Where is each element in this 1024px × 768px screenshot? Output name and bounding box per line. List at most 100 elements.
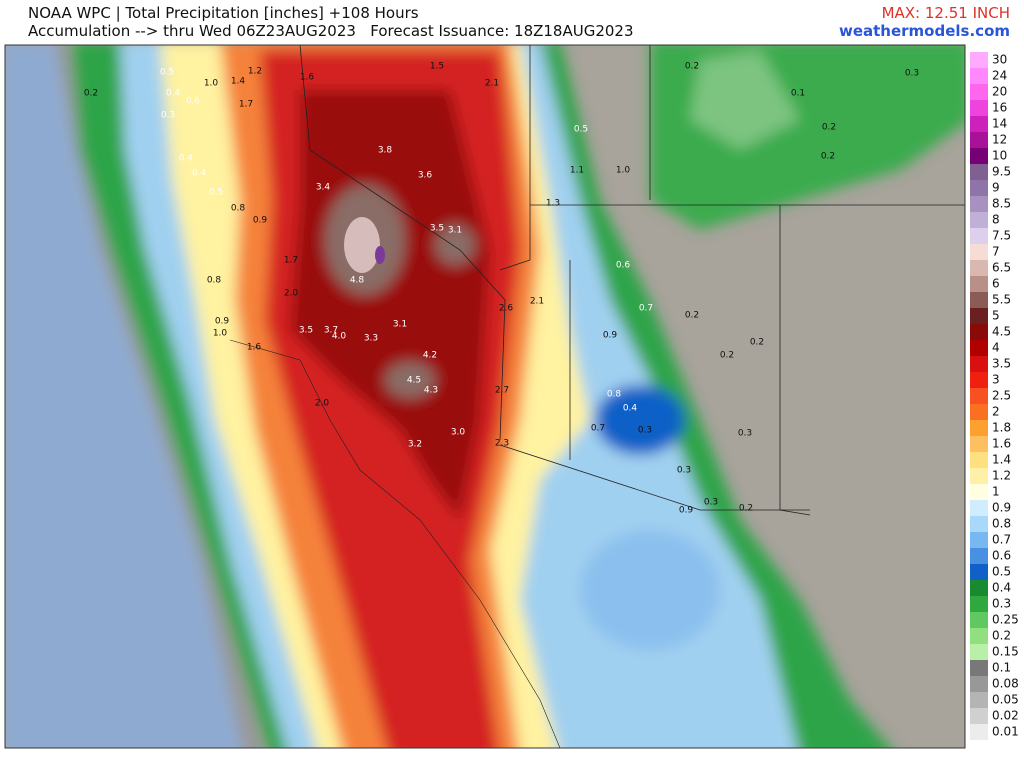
legend-swatch bbox=[970, 100, 988, 116]
legend-label: 0.8 bbox=[992, 517, 1011, 531]
legend-swatch bbox=[970, 452, 988, 468]
legend-label: 20 bbox=[992, 85, 1007, 99]
map-label: 2.1 bbox=[485, 79, 499, 89]
map-label: 1.0 bbox=[204, 79, 219, 89]
legend-label: 2 bbox=[992, 405, 1000, 419]
map-label: 3.4 bbox=[316, 183, 331, 193]
legend-swatch bbox=[970, 548, 988, 564]
legend-swatch bbox=[970, 612, 988, 628]
legend-swatch bbox=[970, 532, 988, 548]
map-label: 1.2 bbox=[248, 67, 262, 77]
map-label: 1.1 bbox=[570, 166, 584, 176]
legend-label: 0.01 bbox=[992, 725, 1019, 739]
map-label: 0.2 bbox=[685, 62, 699, 72]
map-label: 0.3 bbox=[704, 498, 718, 508]
map-label: 0.2 bbox=[750, 338, 764, 348]
legend-label: 1.6 bbox=[992, 437, 1011, 451]
legend-label: 9.5 bbox=[992, 165, 1011, 179]
legend-label: 0.4 bbox=[992, 581, 1011, 595]
map-label: 1.6 bbox=[247, 343, 262, 353]
map-label: 0.9 bbox=[253, 216, 268, 226]
map-label: 3.3 bbox=[364, 334, 378, 344]
legend-label: 7.5 bbox=[992, 229, 1011, 243]
legend-swatch bbox=[970, 68, 988, 84]
map-label: 1.3 bbox=[546, 199, 560, 209]
map-label: 0.9 bbox=[215, 317, 230, 327]
map-label: 1.0 bbox=[616, 166, 631, 176]
legend-swatch bbox=[970, 132, 988, 148]
map-label: 1.6 bbox=[300, 73, 315, 83]
legend-swatch bbox=[970, 276, 988, 292]
map-label: 0.5 bbox=[160, 68, 174, 78]
map-label: 1.4 bbox=[231, 77, 246, 87]
map-label: 0.5 bbox=[209, 188, 223, 198]
map-label: 0.4 bbox=[192, 169, 207, 179]
map-label: 4.2 bbox=[423, 351, 437, 361]
map-label: 0.3 bbox=[161, 111, 175, 121]
legend-swatch bbox=[970, 148, 988, 164]
map-label: 0.6 bbox=[186, 97, 201, 107]
map-label: 4.5 bbox=[407, 376, 421, 386]
legend-swatch bbox=[970, 244, 988, 260]
map-label: 3.8 bbox=[378, 146, 393, 156]
legend-swatch bbox=[970, 196, 988, 212]
map-label: 2.1 bbox=[530, 297, 544, 307]
legend-label: 0.2 bbox=[992, 629, 1011, 643]
legend-swatch bbox=[970, 228, 988, 244]
legend-swatch bbox=[970, 324, 988, 340]
map-label: 0.1 bbox=[791, 89, 805, 99]
legend-label: 0.02 bbox=[992, 709, 1019, 723]
map-label: 3.7 bbox=[324, 326, 338, 336]
site-link[interactable]: weathermodels.com bbox=[838, 22, 1010, 40]
map-label: 1.0 bbox=[213, 329, 228, 339]
map-label: 0.3 bbox=[638, 426, 652, 436]
legend-swatch bbox=[970, 580, 988, 596]
map-label: 0.2 bbox=[685, 311, 699, 321]
map-label: 3.6 bbox=[418, 171, 433, 181]
map-label: 0.3 bbox=[738, 429, 752, 439]
legend-swatch bbox=[970, 628, 988, 644]
map-label: 3.0 bbox=[451, 428, 466, 438]
legend-swatch bbox=[970, 468, 988, 484]
map-label: 0.2 bbox=[739, 504, 753, 514]
legend-label: 0.9 bbox=[992, 501, 1011, 515]
legend-swatch bbox=[970, 164, 988, 180]
map-label: 3.2 bbox=[408, 440, 422, 450]
legend-swatch bbox=[970, 660, 988, 676]
map-label: 0.2 bbox=[720, 351, 734, 361]
legend-label: 0.1 bbox=[992, 661, 1011, 675]
max-value: MAX: 12.51 INCH bbox=[881, 4, 1010, 22]
map-label: 3.1 bbox=[448, 226, 462, 236]
map-label: 0.6 bbox=[616, 261, 631, 271]
legend-label: 16 bbox=[992, 101, 1007, 115]
map-label: 3.5 bbox=[430, 224, 444, 234]
map-label: 0.4 bbox=[179, 154, 194, 164]
legend-swatch bbox=[970, 708, 988, 724]
map-label: 4.8 bbox=[350, 276, 365, 286]
legend-label: 0.25 bbox=[992, 613, 1019, 627]
map-label: 0.7 bbox=[591, 424, 605, 434]
precip-field bbox=[5, 45, 965, 748]
map-label: 1.5 bbox=[430, 62, 444, 72]
subtitle: Accumulation --> thru Wed 06Z23AUG2023 F… bbox=[28, 22, 634, 40]
legend-swatch bbox=[970, 516, 988, 532]
map-label: 0.9 bbox=[603, 331, 618, 341]
map-label: 2.3 bbox=[495, 439, 509, 449]
map-label: 0.8 bbox=[207, 276, 222, 286]
legend-swatch bbox=[970, 484, 988, 500]
legend-label: 2.5 bbox=[992, 389, 1011, 403]
map-label: 3.5 bbox=[299, 326, 313, 336]
legend-swatch bbox=[970, 388, 988, 404]
legend-label: 0.6 bbox=[992, 549, 1011, 563]
legend-label: 9 bbox=[992, 181, 1000, 195]
legend-label: 7 bbox=[992, 245, 1000, 259]
map-label: 0.2 bbox=[822, 123, 836, 133]
legend-swatch bbox=[970, 180, 988, 196]
map-label: 2.7 bbox=[495, 386, 509, 396]
map-label: 4.3 bbox=[424, 386, 438, 396]
legend-swatch bbox=[970, 212, 988, 228]
legend-swatch bbox=[970, 260, 988, 276]
legend-label: 0.7 bbox=[992, 533, 1011, 547]
legend-label: 8 bbox=[992, 213, 1000, 227]
